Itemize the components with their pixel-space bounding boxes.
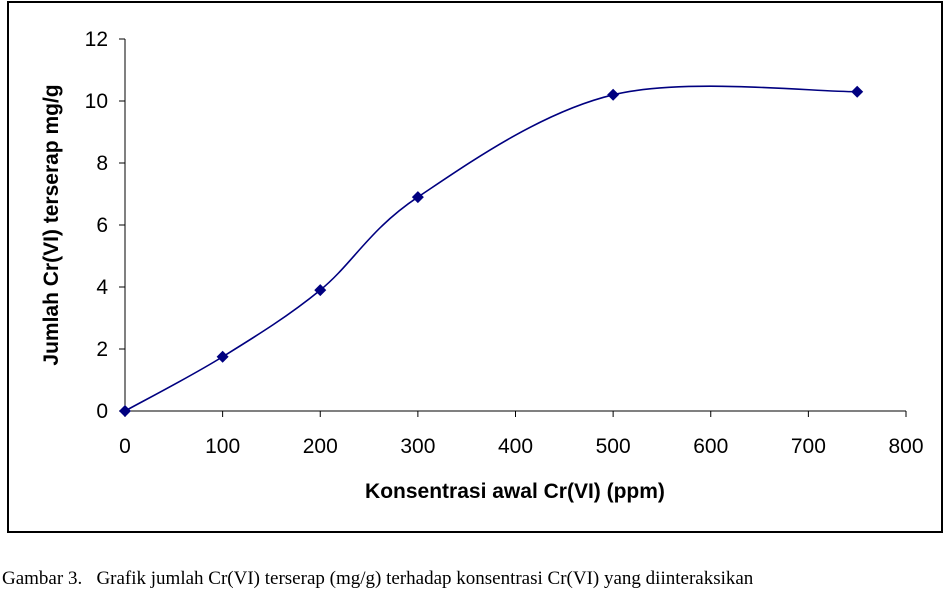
- line-chart: 0 2 4 6 8 10 12 0 100 200 300 400 500 600 700 800 Kons…: [40, 28, 924, 503]
- x-axis-title: Konsentrasi awal Cr(VI) (ppm): [365, 480, 665, 503]
- data-point-marker: [607, 88, 620, 101]
- data-point-marker: [851, 85, 864, 98]
- data-point-marker: [119, 405, 131, 417]
- y-axis-ticks: 0 2 4 6 8 10 12: [85, 28, 125, 423]
- x-tick-label: 700: [791, 435, 826, 458]
- x-tick-label: 100: [205, 435, 240, 458]
- x-tick-label: 500: [596, 435, 631, 458]
- data-markers: [119, 85, 864, 417]
- x-tick-label: 0: [119, 435, 131, 458]
- data-point-marker: [411, 191, 424, 204]
- data-point-marker: [216, 350, 229, 363]
- x-axis-ticks: 0 100 200 300 400 500 600 700 800: [119, 411, 924, 458]
- y-tick-label: 0: [96, 400, 108, 423]
- y-tick-label: 10: [85, 90, 108, 113]
- y-tick-label: 4: [96, 276, 108, 299]
- data-point-marker: [314, 284, 327, 297]
- series-line: [124, 85, 858, 412]
- x-tick-label: 800: [888, 435, 923, 458]
- y-axis-title: Jumlah Cr(VI) terserap mg/g: [40, 84, 63, 365]
- x-tick-label: 300: [400, 435, 435, 458]
- y-tick-label: 8: [96, 152, 108, 175]
- x-tick-label: 200: [303, 435, 338, 458]
- y-tick-label: 6: [96, 214, 108, 237]
- x-tick-label: 400: [498, 435, 533, 458]
- y-tick-label: 2: [96, 338, 108, 361]
- figure-caption: Gambar 3. Grafik jumlah Cr(VI) terserap …: [2, 568, 754, 589]
- x-tick-label: 600: [693, 435, 728, 458]
- y-tick-label: 12: [85, 28, 108, 51]
- chart-frame: [7, 1, 943, 533]
